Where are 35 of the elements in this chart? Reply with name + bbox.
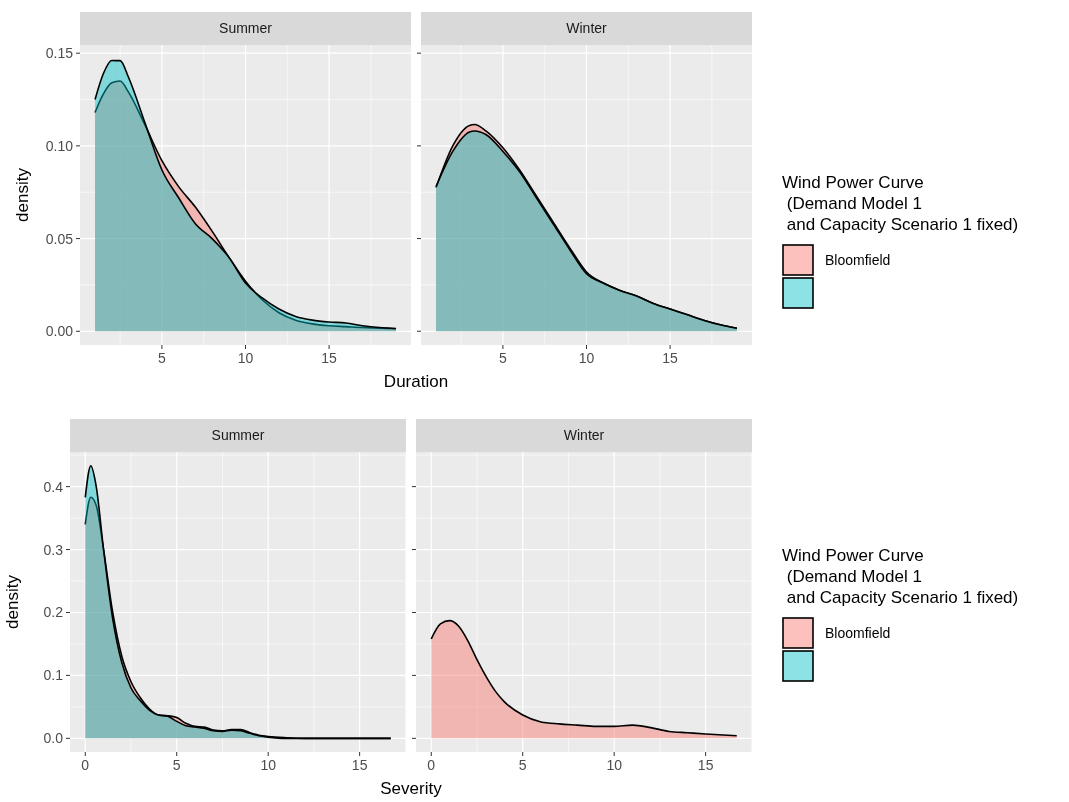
- y-tick-label: 0.4: [43, 478, 64, 495]
- x-tick-label: 0: [427, 757, 436, 773]
- y-axis-title: density: [13, 167, 32, 222]
- y-tick-label: 0.05: [45, 230, 74, 247]
- y-tick-label: 0.10: [45, 137, 74, 154]
- legend-label: Bloomfield: [825, 625, 891, 641]
- y-tick-label: 0.00: [45, 323, 74, 340]
- x-tick-label: 5: [499, 350, 508, 366]
- x-tick-label: 10: [578, 350, 595, 366]
- chart-title: Summer: [211, 427, 265, 443]
- chart-title: Winter: [563, 427, 605, 443]
- y-axis-title: density: [3, 574, 22, 629]
- chart-title: Summer: [219, 20, 273, 36]
- x-tick-label: 10: [260, 757, 277, 773]
- x-tick-label: 10: [606, 757, 623, 773]
- x-tick-label: 15: [321, 350, 338, 366]
- chart-title: Winter: [566, 20, 608, 36]
- x-tick-label: 15: [662, 350, 679, 366]
- y-tick-label: 0.0: [43, 730, 64, 747]
- x-axis-title: Severity: [380, 779, 443, 798]
- y-tick-label: 0.1: [43, 667, 64, 684]
- x-tick-label: 15: [351, 757, 368, 773]
- x-tick-label: 0: [81, 757, 90, 773]
- x-tick-label: 10: [237, 350, 254, 366]
- x-tick-label: 5: [158, 350, 167, 366]
- legend-title: Wind Power Curve (Demand Model 1 and Capacity Scenario 1 fixed): [782, 173, 1019, 234]
- y-tick-label: 0.2: [43, 604, 64, 621]
- legend-label: Bloomfield: [825, 252, 891, 268]
- x-tick-label: 15: [697, 757, 714, 773]
- legend-title: Wind Power Curve (Demand Model 1 and Capacity Scenario 1 fixed): [782, 546, 1019, 607]
- y-tick-label: 0.3: [43, 541, 64, 558]
- x-tick-label: 5: [518, 757, 527, 773]
- x-tick-label: 5: [172, 757, 181, 773]
- y-tick-label: 0.15: [45, 45, 74, 62]
- x-axis-title: Duration: [383, 372, 449, 391]
